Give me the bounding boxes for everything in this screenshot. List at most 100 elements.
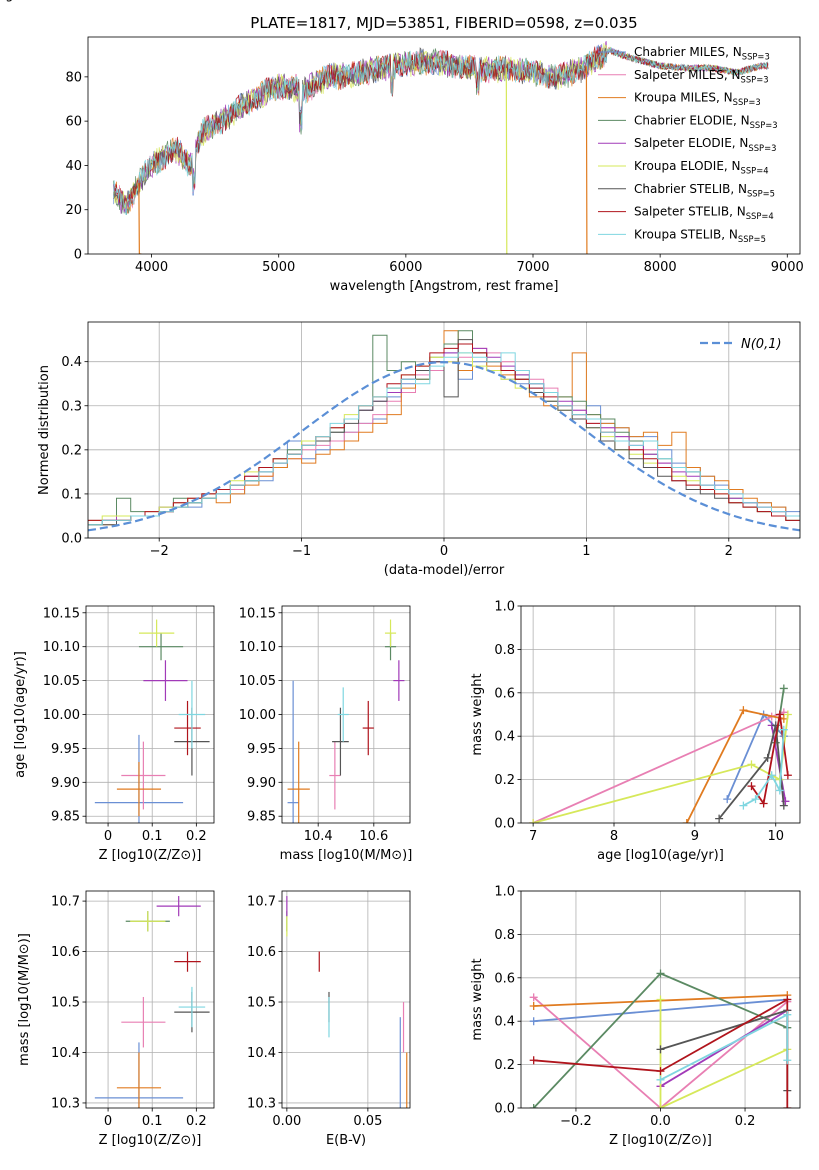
spectrum-dropout	[585, 66, 588, 254]
subscript: SSP=5	[747, 188, 775, 198]
x-tick-label: 10	[767, 829, 784, 844]
age_vs_mass-panel: 10.4 10.6 9.85 9.90 9.95 10.00 10.05 10.10 10.15…	[239, 605, 413, 863]
data-point	[783, 1104, 792, 1108]
data-point	[739, 801, 748, 810]
y-tick-label: 0.0	[494, 1102, 515, 1117]
data-point	[747, 782, 756, 791]
x-tick-label: −0.2	[560, 1114, 592, 1129]
x-tick-label: −1	[292, 544, 311, 559]
y-tick-label: 10.4	[247, 1046, 276, 1061]
data-point	[747, 760, 756, 769]
x-tick-label: 0.2	[735, 1114, 756, 1129]
y-tick-label: 0.0	[494, 817, 515, 832]
axes-frame	[520, 605, 801, 824]
text-run: Salpeter STELIB, N	[634, 205, 746, 219]
y-axis-label: mass [log10(M/M⊙)]	[17, 933, 32, 1066]
x-axis-label: Z [log10(Z/Z⊙)]	[609, 1133, 712, 1148]
y-axis-label: age [log10(age/yr)]	[13, 651, 28, 778]
x-tick-label: 8	[610, 829, 618, 844]
legend-label: Kroupa STELIB, NSSP=5	[634, 227, 766, 244]
spectrum-dropout	[505, 68, 508, 254]
series-line	[718, 725, 785, 820]
x-tick-label: 8000	[644, 260, 677, 275]
x-axis-label: wavelength [Angstrom, rest frame]	[330, 279, 559, 294]
text-run: Kroupa MILES, N	[634, 91, 733, 105]
y-axis-label: mass weight	[470, 673, 485, 755]
x-tick-label: 0.2	[186, 829, 207, 844]
x-axis-label: mass [log10(M/M⊙)]	[280, 848, 413, 863]
text-run: wavelength [Angstrom, rest frame]	[330, 279, 559, 294]
text-run: Z [log10(Z/Z⊙)]	[99, 1133, 202, 1148]
data-point	[759, 799, 768, 808]
y-tick-label: 10.15	[43, 606, 80, 621]
legend-label: Salpeter STELIB, NSSP=4	[634, 205, 774, 222]
data-point	[751, 795, 760, 804]
data-point	[767, 771, 776, 780]
y-tick-label: 10.5	[51, 996, 80, 1011]
subscript: SSP=4	[746, 211, 774, 221]
legend-label: Chabrier STELIB, NSSP=5	[634, 182, 775, 199]
y-tick-label: 10.6	[51, 945, 80, 960]
text-run: mass [log10(M/M⊙)]	[17, 933, 32, 1066]
data-point	[529, 1104, 538, 1108]
y-tick-label: 0.6	[494, 686, 515, 701]
text-run: Salpeter MILES, N	[634, 68, 741, 82]
y-tick-label: 10.10	[43, 640, 80, 655]
data-point	[656, 1104, 665, 1108]
y-tick-label: 10.15	[239, 606, 276, 621]
text-run: Kroupa ELODIE, N	[634, 159, 741, 173]
y-tick-label: 9.90	[51, 776, 80, 791]
spectrum-line	[113, 46, 769, 208]
spectrum-line	[113, 48, 769, 215]
y-tick-label: 60	[65, 115, 82, 130]
data-point	[656, 1045, 665, 1054]
y-tick-label: 10.05	[43, 674, 80, 689]
text-run: Chabrier STELIB, N	[634, 182, 747, 196]
x-tick-label: 2	[725, 544, 733, 559]
data-point	[783, 1056, 792, 1065]
data-point	[529, 993, 538, 1002]
subscript: SSP=3	[750, 120, 778, 130]
x-axis-label: Z [log10(Z/Z⊙)]	[99, 1133, 202, 1148]
age_vs_Z-panel: 0 0.1 0.2 9.85 9.90 9.95 10.00 10.05 10.10 10.15 Z…	[13, 605, 215, 863]
x-tick-label: 6000	[389, 260, 422, 275]
text-run: (data-model)/error	[384, 563, 505, 578]
y-tick-label: 10.3	[51, 1096, 80, 1111]
y-tick-label: 9.95	[51, 742, 80, 757]
x-tick-label: 0.00	[272, 1114, 301, 1129]
axes-frame	[87, 36, 801, 255]
text-run: age [log10(age/yr)]	[597, 848, 724, 863]
x-tick-label: 0.1	[142, 829, 163, 844]
series-line	[660, 1013, 789, 1081]
grid	[86, 891, 214, 1108]
y-tick-label: 10.00	[239, 708, 276, 723]
y-tick-label: 9.85	[51, 810, 80, 825]
y-axis-label: Flux [fλ 10-17 erg cm-2 s-1 A-1]	[0, 0, 94, 8]
data-point	[529, 819, 538, 823]
y-tick-label: 1.0	[494, 600, 515, 615]
axes-frame	[281, 890, 411, 1109]
legend-label: Chabrier ELODIE, NSSP=3	[634, 113, 778, 130]
subscript: SSP=3	[742, 52, 770, 62]
residuals-panel: −2 −1 0 1 2 0.0 0.1 0.2 0.3 0.4 (data-model)/error…	[37, 321, 801, 578]
x-tick-label: 0.1	[142, 1114, 163, 1129]
data-point	[779, 801, 788, 810]
y-tick-label: 9.85	[247, 810, 276, 825]
legend-label: Kroupa MILES, NSSP=3	[634, 91, 761, 108]
data-point	[783, 710, 792, 719]
data-point	[783, 995, 792, 1004]
legend-label: Kroupa ELODIE, NSSP=4	[634, 159, 769, 176]
y-tick-label: 10.7	[51, 895, 80, 910]
legend-label: Salpeter ELODIE, NSSP=3	[634, 136, 776, 153]
series-line	[660, 1009, 788, 1088]
grid	[282, 891, 410, 1108]
y-tick-label: 10.5	[247, 996, 276, 1011]
mass_vs_EBV-panel: 0.00 0.05 10.3 10.4 10.5 10.6 10.7 E(B-V)	[247, 890, 411, 1148]
y-tick-label: 40	[65, 159, 82, 174]
text-run: Z [log10(Z/Z⊙)]	[99, 848, 202, 863]
spectrum-dropout	[138, 183, 142, 254]
text-run: Kroupa STELIB, N	[634, 227, 738, 241]
plot-area	[529, 684, 792, 823]
